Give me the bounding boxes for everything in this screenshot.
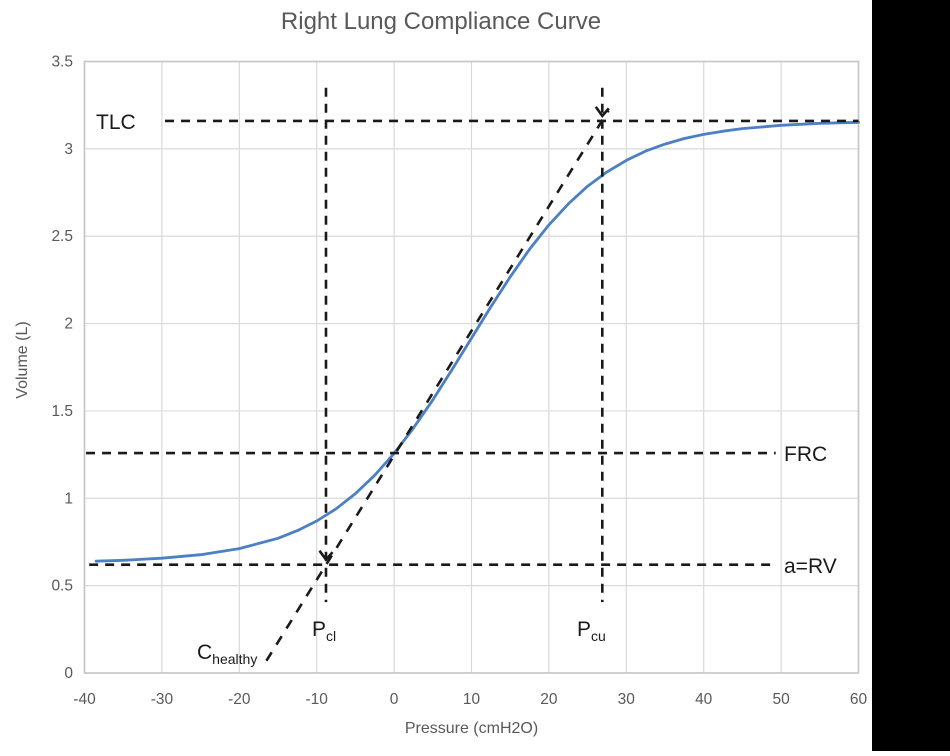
plot-border [83, 60, 860, 674]
arrowhead-mark [594, 106, 610, 118]
x-tick-label: -10 [305, 691, 328, 708]
frc-label: FRC [784, 443, 827, 466]
compliance-curve [94, 120, 860, 563]
arrowhead-mark [318, 549, 334, 562]
black-region [872, 0, 950, 751]
x-tick-label: 60 [850, 691, 868, 708]
pcl-label: Pcl [312, 618, 336, 644]
x-axis-title: Pressure (cmH2O) [405, 720, 538, 737]
x-tick-label: 20 [540, 691, 558, 708]
pcu-label: Pcu [577, 618, 606, 644]
y-tick-label: 3.5 [51, 54, 73, 71]
c-healthy-label: Chealthy [197, 641, 257, 667]
x-tick-label: -30 [151, 691, 174, 708]
x-tick-label: 40 [695, 691, 713, 708]
rv-label: a=RV [784, 555, 837, 578]
x-tick-label: -20 [228, 691, 251, 708]
y-tick-label: 2.5 [51, 228, 73, 245]
y-axis-title: Volume (L) [14, 321, 31, 398]
tangent-line [265, 109, 610, 662]
x-tick-label: 50 [772, 691, 790, 708]
y-tick-label: 0.5 [51, 578, 73, 595]
y-tick-label: 1.5 [51, 403, 73, 420]
x-tick-label: -40 [73, 691, 96, 708]
y-tick-label: 1 [64, 490, 73, 507]
x-tick-label: 0 [390, 691, 399, 708]
x-tick-label: 30 [618, 691, 636, 708]
y-tick-label: 3 [64, 141, 73, 158]
tlc-label: TLC [96, 111, 136, 134]
x-tick-label: 10 [463, 691, 481, 708]
chart-title: Right Lung Compliance Curve [281, 8, 601, 35]
y-tick-label: 0 [64, 665, 73, 682]
y-tick-label: 2 [64, 316, 73, 333]
